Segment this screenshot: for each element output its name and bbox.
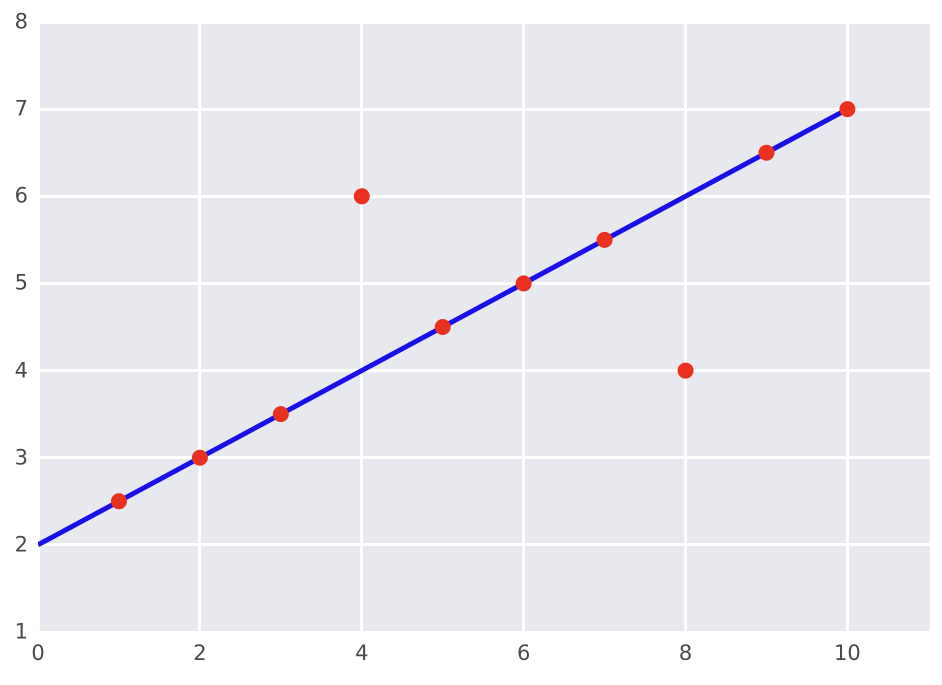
x-tick-label: 8 (678, 641, 693, 665)
gridline-horizontal (38, 22, 930, 24)
data-point-marker (191, 449, 208, 466)
data-point-marker (353, 188, 370, 205)
y-tick-label: 7 (14, 96, 28, 121)
x-tick-label: 4 (355, 641, 369, 665)
y-tick-label: 5 (14, 270, 28, 295)
gridline-horizontal (38, 543, 930, 547)
gridline-vertical (198, 22, 202, 632)
x-tick-label: 6 (516, 641, 531, 665)
gridline-vertical (684, 22, 688, 632)
data-point-marker (677, 362, 694, 379)
y-tick-label: 6 (14, 183, 28, 208)
chart-data-layer (38, 101, 856, 548)
y-tick-label: 2 (14, 532, 28, 557)
data-point-marker (839, 101, 856, 118)
gridline-horizontal (38, 630, 930, 632)
data-point-marker (272, 406, 289, 423)
gridline-horizontal (38, 194, 930, 198)
data-point-marker (110, 493, 127, 510)
x-tick-label: 0 (31, 641, 45, 665)
gridline-vertical (845, 22, 849, 632)
gridline-vertical (360, 22, 364, 632)
x-tick-label: 2 (193, 641, 207, 665)
y-tick-label: 8 (14, 9, 28, 34)
data-point-marker (434, 319, 451, 335)
gridline-horizontal (38, 281, 930, 285)
data-point-marker (515, 275, 532, 292)
plot-area (38, 22, 930, 632)
y-tick-label: 1 (14, 619, 28, 644)
gridline-horizontal (38, 369, 930, 373)
y-tick-label: 3 (14, 445, 28, 470)
gridline-horizontal (38, 456, 930, 460)
x-tick-label: 10 (834, 641, 861, 665)
data-point-marker (758, 144, 775, 161)
data-point-marker (596, 231, 613, 248)
gridline-vertical (522, 22, 526, 632)
gridline-vertical (38, 22, 40, 632)
gridline-horizontal (38, 107, 930, 111)
y-tick-label: 4 (14, 358, 28, 383)
